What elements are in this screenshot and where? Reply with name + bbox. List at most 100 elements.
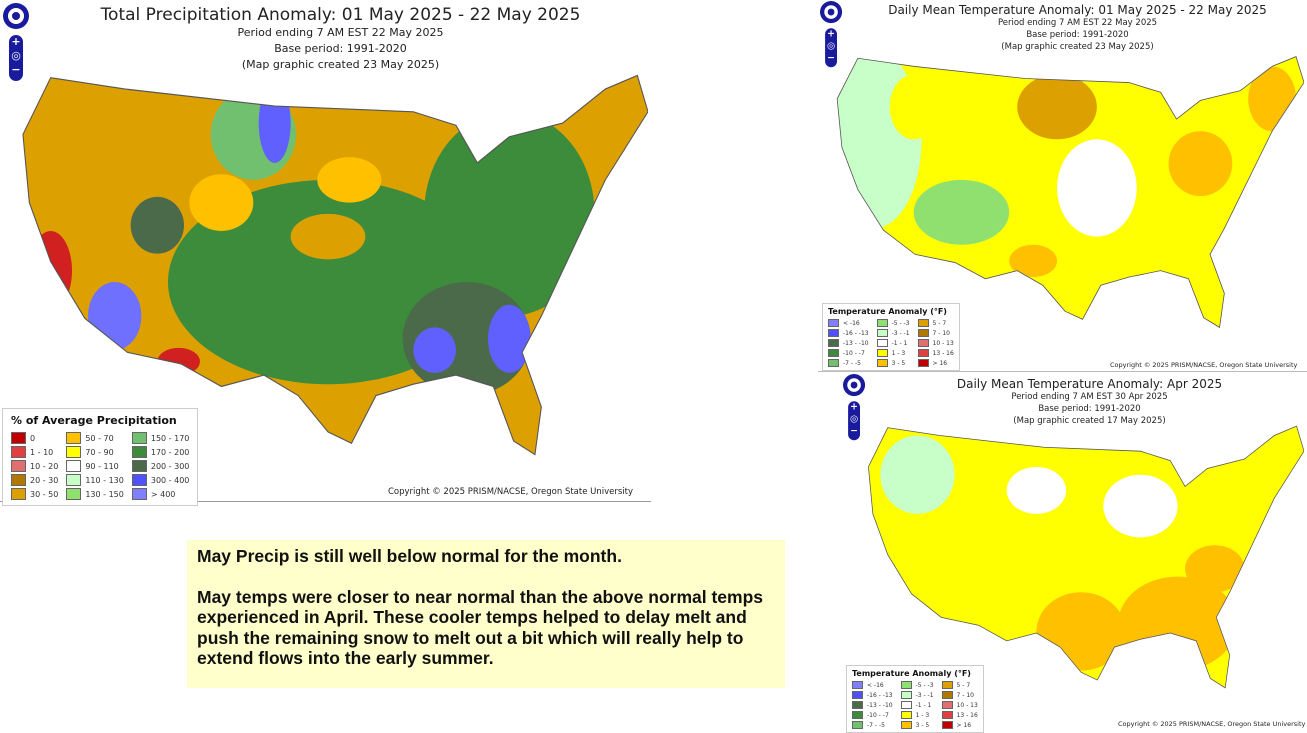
legend-label: 3 - 5 xyxy=(891,359,906,367)
legend-label: 110 - 130 xyxy=(85,475,124,485)
zoom-control[interactable]: + ◎ − xyxy=(9,35,23,81)
legend-item: -5 - -3 xyxy=(876,319,910,327)
legend-item: 90 - 110 xyxy=(66,460,124,472)
globe-icon[interactable]: ◎ xyxy=(11,49,21,62)
legend-swatch xyxy=(876,329,888,337)
legend-swatch xyxy=(66,488,82,500)
legend-swatch xyxy=(917,359,929,367)
legend-label: > 400 xyxy=(150,489,176,499)
apr-temp-copyright: Copyright © 2025 PRISM/NACSE, Oregon Sta… xyxy=(1118,720,1306,728)
legend-swatch xyxy=(941,701,953,709)
legend-swatch xyxy=(66,446,82,458)
legend-label: 1 - 10 xyxy=(30,447,54,457)
map-region xyxy=(1009,244,1058,278)
legend-item: -7 - -5 xyxy=(828,359,869,367)
legend-swatch xyxy=(11,474,26,486)
legend-label: -7 - -5 xyxy=(843,359,861,367)
notes-line-1: May Precip is still well below normal fo… xyxy=(197,546,622,566)
legend-item: 13 - 16 xyxy=(941,711,978,719)
precip-map-subtitle-2: Base period: 1991-2020 xyxy=(274,42,407,55)
pan-control-icon[interactable] xyxy=(3,3,29,29)
map-region xyxy=(424,111,595,317)
legend-item: 50 - 70 xyxy=(66,432,124,444)
legend-item: -10 - -7 xyxy=(828,349,869,357)
map-navigation[interactable]: + ◎ − xyxy=(820,1,843,68)
apr-temp-subtitle-2: Base period: 1991-2020 xyxy=(1038,404,1141,414)
legend-label: 10 - 13 xyxy=(932,339,954,347)
legend-label: 150 - 170 xyxy=(150,433,190,443)
legend-label: 3 - 5 xyxy=(915,721,930,729)
apr-temp-subtitle-1: Period ending 7 AM EST 30 Apr 2025 xyxy=(1011,392,1168,402)
legend-label: 170 - 200 xyxy=(150,447,190,457)
us-outline xyxy=(868,425,1304,689)
legend-item: 1 - 3 xyxy=(876,349,910,357)
legend-item: 20 - 30 xyxy=(11,474,58,486)
may-temp-map-title: Daily Mean Temperature Anomaly: 01 May 2… xyxy=(888,3,1267,17)
legend-swatch xyxy=(11,460,26,472)
may-temp-legend-title: Temperature Anomaly (°F) xyxy=(828,307,947,316)
legend-label: -10 - -7 xyxy=(843,349,865,357)
may-temp-copyright: Copyright © 2025 PRISM/NACSE, Oregon Sta… xyxy=(1110,361,1298,369)
map-region xyxy=(889,74,938,140)
legend-item: 7 - 10 xyxy=(941,691,978,699)
globe-icon[interactable]: ◎ xyxy=(826,40,836,52)
map-navigation[interactable]: + ◎ − xyxy=(843,374,866,441)
legend-swatch xyxy=(828,319,839,327)
legend-label: 1 - 3 xyxy=(891,349,906,357)
map-region xyxy=(1103,474,1178,538)
zoom-out-icon[interactable]: − xyxy=(850,425,858,437)
map-region xyxy=(290,213,366,260)
legend-label: -1 - 1 xyxy=(891,339,908,347)
zoom-in-icon[interactable]: + xyxy=(827,28,835,40)
legend-item: 300 - 400 xyxy=(131,474,189,486)
legend-item: 1 - 3 xyxy=(900,711,934,719)
legend-swatch xyxy=(876,359,888,367)
legend-item: -5 - -3 xyxy=(900,681,934,689)
map-navigation[interactable]: + ◎ − xyxy=(3,3,29,81)
legend-label: -3 - -1 xyxy=(915,691,934,699)
precip-map-subtitle-3: (Map graphic created 23 May 2025) xyxy=(241,58,440,71)
precip-map-panel: Total Precipitation Anomaly: 01 May 2025… xyxy=(0,0,651,506)
legend-label: -5 - -3 xyxy=(891,319,910,327)
legend-swatch xyxy=(852,681,863,689)
legend-item: -3 - -1 xyxy=(900,691,934,699)
globe-icon[interactable]: ◎ xyxy=(849,413,859,425)
legend-swatch xyxy=(900,691,912,699)
legend-label: 5 - 7 xyxy=(956,681,971,689)
legend-swatch xyxy=(852,711,863,719)
legend-item: -1 - 1 xyxy=(900,701,934,709)
legend-item: -10 - -7 xyxy=(852,711,893,719)
legend-label: -16 - -13 xyxy=(867,691,893,699)
legend-item: 200 - 300 xyxy=(131,460,189,472)
legend-swatch xyxy=(11,488,26,500)
precip-map xyxy=(22,74,648,456)
legend-swatch xyxy=(852,701,863,709)
legend-label: -10 - -7 xyxy=(867,711,889,719)
legend-item: 0 xyxy=(11,432,58,444)
legend-label: 13 - 16 xyxy=(956,711,978,719)
map-region xyxy=(1248,66,1297,132)
map-region xyxy=(189,174,254,231)
legend-swatch xyxy=(131,488,147,500)
legend-label: -16 - -13 xyxy=(843,329,869,337)
map-region xyxy=(1185,545,1245,593)
map-region xyxy=(45,100,142,214)
map-region xyxy=(913,179,1010,245)
legend-swatch xyxy=(131,460,147,472)
apr-temp-map-title: Daily Mean Temperature Anomaly: Apr 2025 xyxy=(956,377,1223,391)
may-temp-legend: Temperature Anomaly (°F) < -16 -16 - -13 -… xyxy=(822,303,960,371)
zoom-in-icon[interactable]: + xyxy=(850,401,858,413)
zoom-control[interactable]: + ◎ − xyxy=(848,401,860,441)
legend-label: -3 - -1 xyxy=(891,329,910,337)
zoom-out-icon[interactable]: − xyxy=(827,52,835,64)
map-region xyxy=(29,230,72,311)
zoom-control[interactable]: + ◎ − xyxy=(825,28,837,68)
legend-item: 170 - 200 xyxy=(131,446,190,458)
pan-control-icon[interactable] xyxy=(820,1,843,24)
zoom-in-icon[interactable]: + xyxy=(11,35,21,48)
map-region xyxy=(130,196,184,254)
precip-map-title: Total Precipitation Anomaly: 01 May 2025… xyxy=(100,5,581,25)
legend-label: 5 - 7 xyxy=(932,319,947,327)
pan-control-icon[interactable] xyxy=(843,374,866,397)
zoom-out-icon[interactable]: − xyxy=(11,63,21,76)
